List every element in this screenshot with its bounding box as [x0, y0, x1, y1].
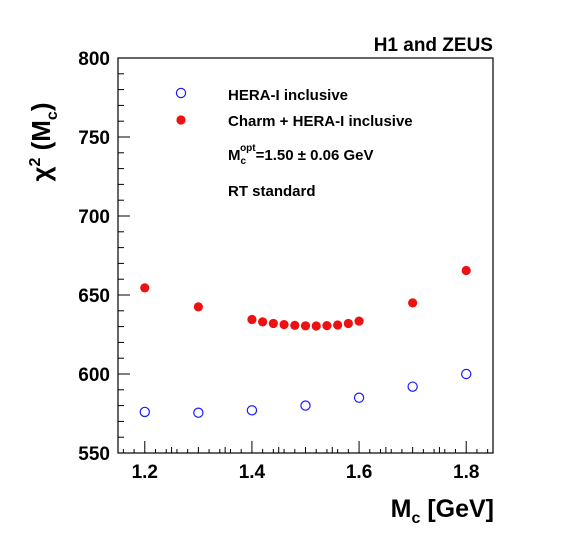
data-point-hera-i — [353, 392, 365, 403]
y-tick-label: 550 — [78, 444, 110, 465]
data-point-charm — [300, 321, 311, 331]
mopt-annotation: Mc opt=1.50 ± 0.06 GeV — [228, 143, 374, 167]
y-axis-label-sub: c — [44, 111, 61, 120]
x-axis-label-rest: [GeV] — [420, 495, 494, 523]
x-axis-label: Mc [GeV] — [391, 495, 494, 527]
chart-title: H1 and ZEUS — [374, 35, 493, 56]
y-tick-label: 800 — [78, 49, 110, 70]
data-point-charm — [408, 298, 418, 308]
mopt-value: =1.50 ± 0.06 GeV — [256, 147, 374, 164]
data-point-hera-i — [246, 405, 258, 416]
data-point-hera-i — [139, 406, 150, 418]
data-point-hera-i — [461, 368, 472, 380]
data-point-charm — [290, 320, 300, 330]
data-point-charm — [343, 318, 353, 329]
y-tick-label: 700 — [78, 207, 110, 228]
data-point-charm — [461, 265, 471, 276]
data-point-hera-i — [193, 407, 204, 418]
data-point-charm — [258, 317, 268, 327]
data-point-charm — [193, 302, 203, 312]
y-axis-label-chi: χ — [26, 167, 56, 182]
x-axis-label-main: M — [391, 495, 412, 523]
y-tick-label: 600 — [78, 365, 110, 386]
legend-marker-hera-i — [175, 87, 187, 99]
data-point-charm — [268, 318, 278, 329]
y-tick-label: 650 — [78, 286, 110, 307]
legend-label-hera-i: HERA-I inclusive — [228, 87, 348, 104]
legend: HERA-I inclusive Charm + HERA-I inclusiv… — [175, 87, 413, 130]
data-point-hera-i — [300, 400, 311, 411]
y-axis-ticks: 550 600 650 700 750 800 — [78, 49, 130, 465]
data-point-charm — [279, 319, 289, 330]
data-point-charm — [322, 321, 332, 331]
mopt-sup: opt — [240, 143, 256, 154]
x-tick-label: 1.6 — [346, 462, 372, 483]
mopt-m: M — [228, 147, 241, 164]
data-point-charm — [140, 283, 150, 293]
data-point-charm — [311, 321, 321, 331]
scheme-annotation: RT standard — [228, 183, 316, 200]
y-axis-label-sup: 2 — [27, 158, 44, 167]
data-points — [139, 265, 472, 418]
data-point-hera-i — [407, 381, 418, 392]
data-point-charm — [333, 320, 343, 330]
legend-label-charm: Charm + HERA-I inclusive — [228, 113, 413, 130]
x-tick-label: 1.2 — [132, 462, 158, 483]
y-axis-label: χ2 (Mc) — [26, 103, 61, 182]
legend-marker-charm — [176, 115, 186, 125]
data-point-charm — [247, 314, 257, 325]
x-axis-ticks: 1.2 1.4 1.6 1.8 — [117, 441, 494, 483]
y-axis-label-open: (M — [26, 120, 56, 158]
data-point-charm — [354, 316, 364, 326]
y-axis-label-close: ) — [26, 103, 56, 112]
x-axis-label-sub: c — [411, 510, 420, 527]
x-tick-label: 1.4 — [239, 462, 266, 483]
mopt-sub: c — [241, 156, 247, 167]
x-tick-label: 1.8 — [453, 462, 479, 483]
y-tick-label: 750 — [78, 128, 110, 149]
